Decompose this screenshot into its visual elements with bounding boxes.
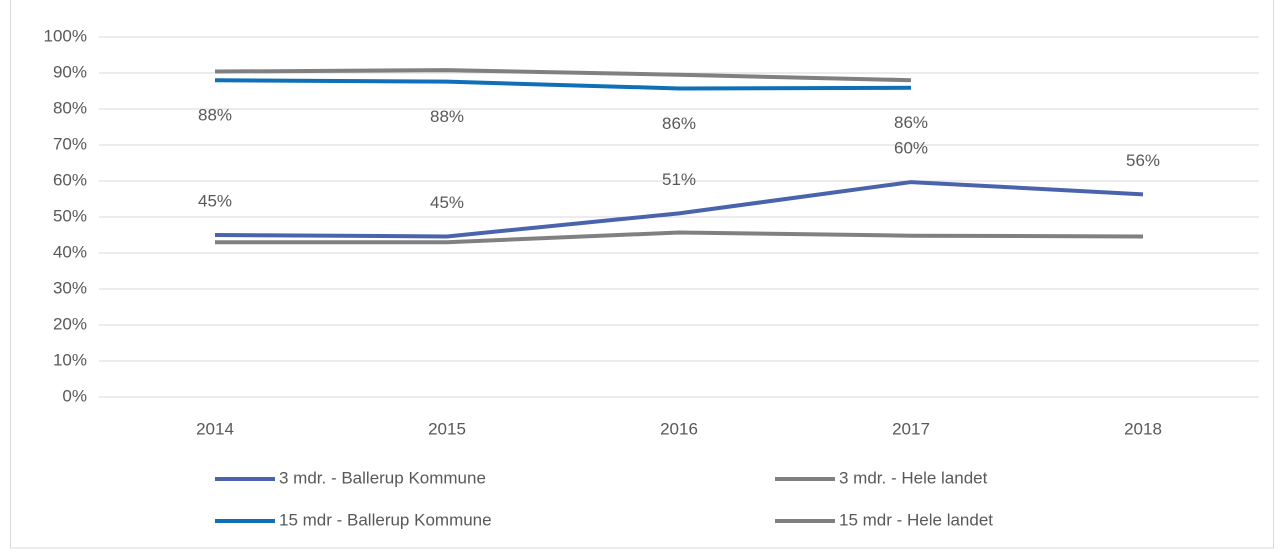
data-label: 86%	[894, 113, 928, 132]
y-tick-label: 10%	[53, 350, 87, 369]
legend-label: 3 mdr. - Hele landet	[839, 468, 988, 487]
series-line	[214, 68, 912, 83]
y-tick-label: 50%	[53, 206, 87, 225]
x-tick-label: 2014	[196, 419, 234, 438]
data-label: 60%	[894, 139, 928, 158]
y-tick-label: 70%	[53, 134, 87, 153]
y-tick-label: 40%	[53, 242, 87, 261]
series-line	[214, 180, 1144, 239]
legend-label: 15 mdr - Hele landet	[839, 510, 993, 529]
y-tick-label: 100%	[44, 26, 87, 45]
chart-frame	[10, 0, 1274, 549]
y-tick-label: 30%	[53, 278, 87, 297]
y-tick-label: 90%	[53, 62, 87, 81]
x-tick-label: 2017	[892, 419, 930, 438]
data-label: 88%	[198, 106, 232, 125]
data-label: 51%	[662, 170, 696, 189]
y-tick-label: 20%	[53, 314, 87, 333]
x-tick-label: 2016	[660, 419, 698, 438]
series-line	[214, 78, 912, 91]
y-tick-label: 0%	[62, 386, 87, 405]
data-label: 56%	[1126, 151, 1160, 170]
series-line	[215, 230, 1144, 245]
y-tick-label: 80%	[53, 98, 87, 117]
x-tick-label: 2015	[428, 419, 466, 438]
y-tick-label: 60%	[53, 170, 87, 189]
data-label: 45%	[198, 191, 232, 210]
legend-label: 15 mdr - Ballerup Kommune	[279, 510, 492, 529]
x-tick-label: 2018	[1124, 419, 1162, 438]
data-label: 45%	[430, 193, 464, 212]
legend-label: 3 mdr. - Ballerup Kommune	[279, 468, 486, 487]
data-label: 86%	[662, 114, 696, 133]
data-label: 88%	[430, 107, 464, 126]
